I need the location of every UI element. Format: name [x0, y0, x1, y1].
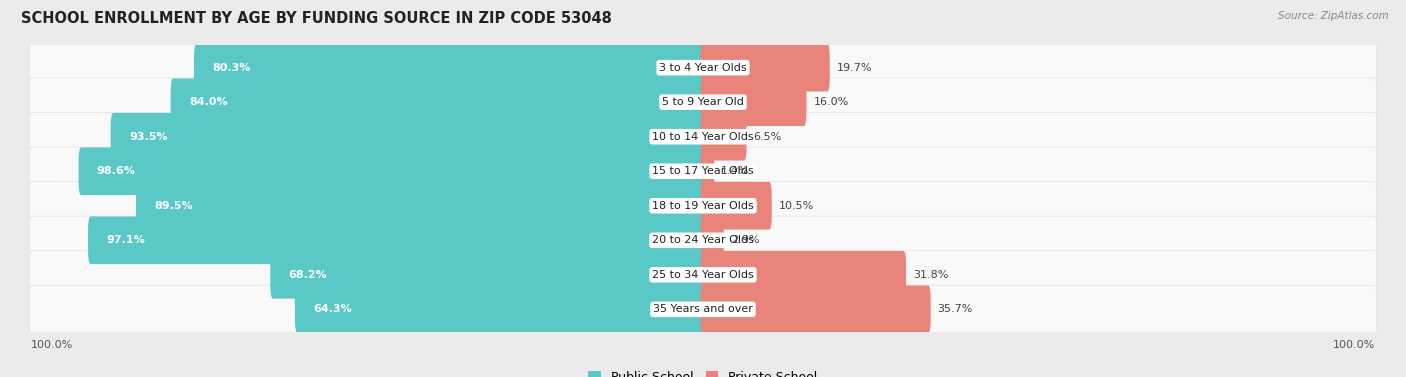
- Legend: Public School, Private School: Public School, Private School: [583, 366, 823, 377]
- Text: 84.0%: 84.0%: [188, 97, 228, 107]
- Text: 25 to 34 Year Olds: 25 to 34 Year Olds: [652, 270, 754, 280]
- FancyBboxPatch shape: [32, 44, 1374, 93]
- Text: 5 to 9 Year Old: 5 to 9 Year Old: [662, 97, 744, 107]
- FancyBboxPatch shape: [111, 113, 706, 161]
- FancyBboxPatch shape: [30, 43, 1376, 92]
- FancyBboxPatch shape: [700, 285, 931, 333]
- FancyBboxPatch shape: [700, 182, 772, 230]
- FancyBboxPatch shape: [270, 251, 706, 299]
- Text: 80.3%: 80.3%: [212, 63, 250, 73]
- Text: 31.8%: 31.8%: [912, 270, 949, 280]
- FancyBboxPatch shape: [700, 147, 714, 195]
- FancyBboxPatch shape: [79, 147, 706, 195]
- Text: 64.3%: 64.3%: [314, 304, 352, 314]
- FancyBboxPatch shape: [700, 113, 747, 161]
- FancyBboxPatch shape: [32, 79, 1374, 127]
- Text: 16.0%: 16.0%: [814, 97, 849, 107]
- FancyBboxPatch shape: [30, 182, 1376, 230]
- Text: 10 to 14 Year Olds: 10 to 14 Year Olds: [652, 132, 754, 142]
- Text: 2.9%: 2.9%: [731, 235, 759, 245]
- FancyBboxPatch shape: [700, 216, 724, 264]
- Text: 6.5%: 6.5%: [754, 132, 782, 142]
- FancyBboxPatch shape: [136, 182, 706, 230]
- Text: 10.5%: 10.5%: [779, 201, 814, 211]
- FancyBboxPatch shape: [32, 217, 1374, 265]
- FancyBboxPatch shape: [32, 252, 1374, 300]
- Text: 20 to 24 Year Olds: 20 to 24 Year Olds: [652, 235, 754, 245]
- FancyBboxPatch shape: [700, 44, 830, 92]
- FancyBboxPatch shape: [32, 286, 1374, 334]
- Text: 89.5%: 89.5%: [155, 201, 193, 211]
- FancyBboxPatch shape: [194, 44, 706, 92]
- FancyBboxPatch shape: [30, 147, 1376, 195]
- Text: 35 Years and over: 35 Years and over: [652, 304, 754, 314]
- FancyBboxPatch shape: [30, 113, 1376, 161]
- FancyBboxPatch shape: [170, 78, 706, 126]
- FancyBboxPatch shape: [295, 285, 706, 333]
- Text: 68.2%: 68.2%: [288, 270, 328, 280]
- FancyBboxPatch shape: [89, 216, 706, 264]
- Text: 18 to 19 Year Olds: 18 to 19 Year Olds: [652, 201, 754, 211]
- FancyBboxPatch shape: [30, 251, 1376, 299]
- FancyBboxPatch shape: [32, 113, 1374, 162]
- Text: SCHOOL ENROLLMENT BY AGE BY FUNDING SOURCE IN ZIP CODE 53048: SCHOOL ENROLLMENT BY AGE BY FUNDING SOUR…: [21, 11, 612, 26]
- Text: 35.7%: 35.7%: [938, 304, 973, 314]
- FancyBboxPatch shape: [30, 216, 1376, 264]
- Text: 100.0%: 100.0%: [31, 340, 73, 350]
- Text: 93.5%: 93.5%: [129, 132, 167, 142]
- FancyBboxPatch shape: [30, 285, 1376, 334]
- FancyBboxPatch shape: [32, 148, 1374, 196]
- FancyBboxPatch shape: [32, 182, 1374, 231]
- Text: 98.6%: 98.6%: [97, 166, 136, 176]
- Text: Source: ZipAtlas.com: Source: ZipAtlas.com: [1278, 11, 1389, 21]
- Text: 15 to 17 Year Olds: 15 to 17 Year Olds: [652, 166, 754, 176]
- Text: 1.4%: 1.4%: [721, 166, 749, 176]
- Text: 19.7%: 19.7%: [837, 63, 872, 73]
- Text: 97.1%: 97.1%: [107, 235, 145, 245]
- Text: 100.0%: 100.0%: [1333, 340, 1375, 350]
- FancyBboxPatch shape: [700, 78, 807, 126]
- FancyBboxPatch shape: [700, 251, 905, 299]
- FancyBboxPatch shape: [30, 78, 1376, 126]
- Text: 3 to 4 Year Olds: 3 to 4 Year Olds: [659, 63, 747, 73]
